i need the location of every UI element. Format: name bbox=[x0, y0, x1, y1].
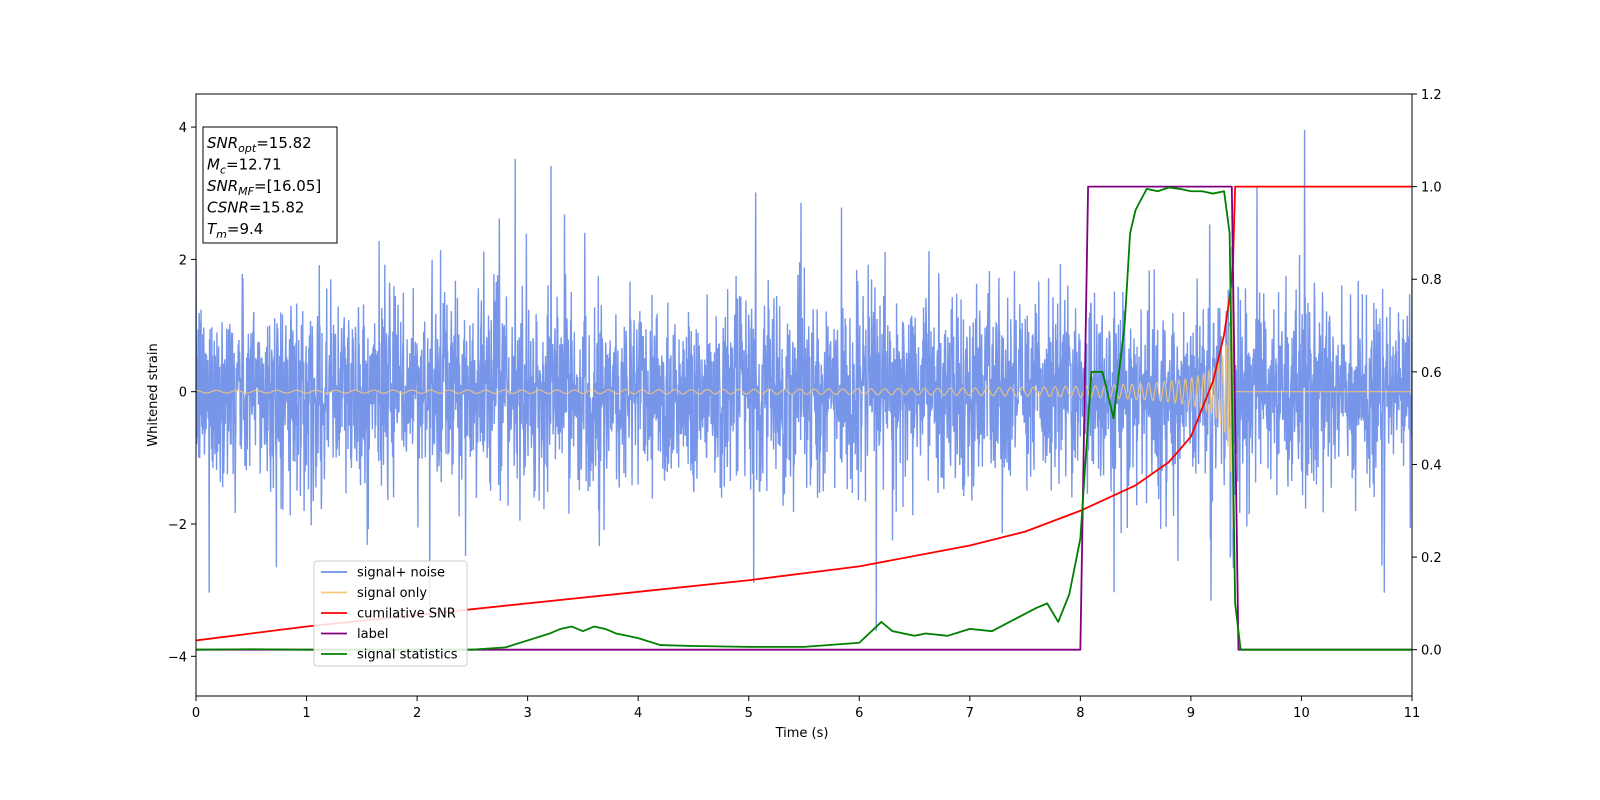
x-tick-label: 10 bbox=[1293, 706, 1310, 721]
y-right-tick-label: 0.0 bbox=[1421, 644, 1442, 659]
series-signal-statistics bbox=[196, 186, 1412, 651]
x-tick-label: 0 bbox=[192, 706, 200, 721]
x-tick-label: 7 bbox=[966, 706, 974, 721]
info-line: Mc=12.71 bbox=[207, 156, 282, 177]
plot-area bbox=[196, 129, 1412, 651]
legend-label: label bbox=[357, 627, 388, 642]
x-tick-label: 6 bbox=[855, 706, 863, 721]
x-tick-label: 2 bbox=[413, 706, 421, 721]
info-line: SNRopt=15.82 bbox=[207, 134, 312, 155]
x-tick-label: 8 bbox=[1076, 706, 1084, 721]
legend-label: signal statistics bbox=[357, 648, 458, 663]
legend: signal+ noise signal only cumilative SNR la… bbox=[313, 560, 468, 667]
x-tick-label: 11 bbox=[1404, 706, 1421, 721]
y-right-tick-label: 1.0 bbox=[1421, 181, 1442, 196]
y-left-tick-label: 2 bbox=[179, 253, 187, 268]
series-signal-noise bbox=[196, 129, 1412, 631]
info-line: SNRMF=[16.05] bbox=[207, 177, 321, 198]
legend-label: signal+ noise bbox=[357, 566, 445, 581]
series-signal-only bbox=[196, 287, 1412, 529]
y-left-tick-label: 4 bbox=[179, 121, 187, 136]
y-axis-label: Whitened strain bbox=[146, 343, 161, 446]
x-tick-label: 1 bbox=[302, 706, 310, 721]
x-tick-label: 4 bbox=[634, 706, 642, 721]
series-cumulative-snr bbox=[196, 185, 1412, 642]
y-right-tick-label: 0.8 bbox=[1421, 273, 1442, 288]
x-tick-label: 3 bbox=[523, 706, 531, 721]
plot-frame bbox=[195, 93, 1413, 697]
x-tick-label: 9 bbox=[1187, 706, 1195, 721]
info-line: CSNR=15.82 bbox=[207, 199, 304, 217]
y-right-tick-label: 1.2 bbox=[1421, 88, 1442, 103]
y-right-tick-label: 0.6 bbox=[1421, 366, 1442, 381]
legend-label: signal only bbox=[357, 586, 427, 601]
y-right-tick-label: 0.2 bbox=[1421, 551, 1442, 566]
y-right-tick-label: 0.4 bbox=[1421, 458, 1442, 473]
info-line: Tm=9.4 bbox=[207, 220, 263, 241]
y-left-tick-label: 0 bbox=[179, 386, 187, 401]
x-axis-label: Time (s) bbox=[775, 726, 829, 741]
info-box: SNRopt=15.82Mc=12.71SNRMF=[16.05]CSNR=15… bbox=[202, 126, 338, 244]
y-left-tick-label: −2 bbox=[168, 518, 187, 533]
x-tick-label: 5 bbox=[745, 706, 753, 721]
y-left-tick-label: −4 bbox=[168, 650, 187, 665]
tick-layer: 0 1 2 3 4 5 6 7 8 9 10 11 −4 −2 0 2 4 0.0 0.2 0.4 0.6 0.8 1.0 1… bbox=[168, 88, 1442, 721]
legend-label: cumilative SNR bbox=[357, 607, 456, 622]
